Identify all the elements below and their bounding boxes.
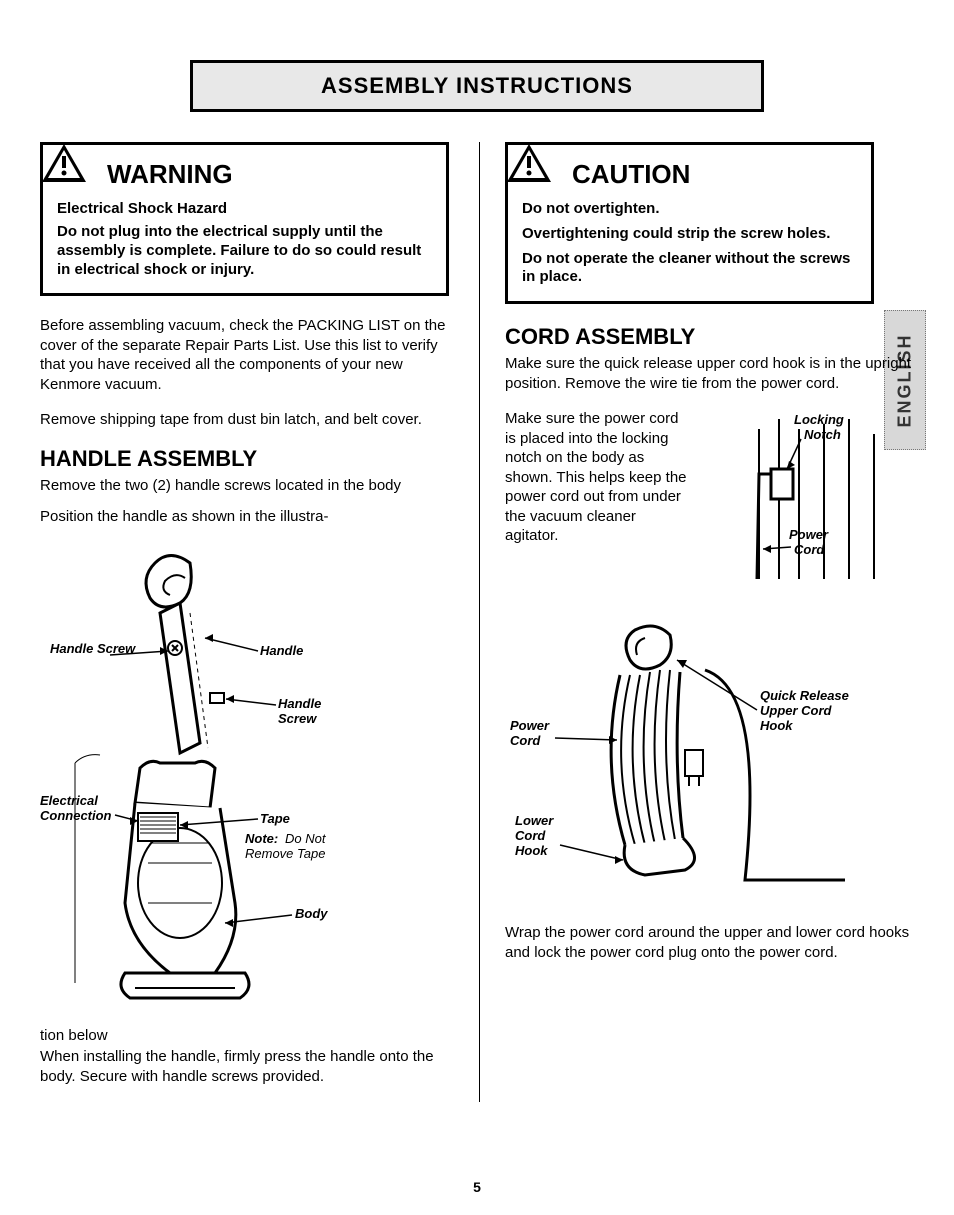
left-para-2: Remove shipping tape from dust bin latch… xyxy=(40,410,449,430)
svg-text:Do Not: Do Not xyxy=(285,831,327,846)
svg-text:Hook: Hook xyxy=(515,843,548,858)
svg-text:Handle: Handle xyxy=(278,696,321,711)
warning-box: WARNING Electrical Shock Hazard Do not p… xyxy=(40,142,449,296)
right-para-1: Make sure the quick release upper cord h… xyxy=(505,354,914,393)
page-header-title: ASSEMBLY INSTRUCTIONS xyxy=(321,73,633,98)
caution-triangle-icon xyxy=(505,142,553,184)
right-para-3: Wrap the power cord around the upper and… xyxy=(505,923,914,962)
caution-line1: Do not overtighten. xyxy=(522,200,857,219)
left-para-6: When installing the handle, firmly press… xyxy=(40,1047,449,1086)
left-para-1: Before assembling vacuum, check the PACK… xyxy=(40,316,449,394)
fig1-body: Body xyxy=(295,906,328,921)
page-header: ASSEMBLY INSTRUCTIONS xyxy=(190,60,764,112)
fig1-handle: Handle xyxy=(260,643,303,658)
cord-assembly-heading: CORD ASSEMBLY xyxy=(505,324,914,350)
page-number: 5 xyxy=(473,1179,481,1195)
svg-text:Cord: Cord xyxy=(510,733,541,748)
left-para-4: Position the handle as shown in the illu… xyxy=(40,507,449,527)
caution-title: CAUTION xyxy=(572,159,857,190)
caution-line3: Do not operate the cleaner without the s… xyxy=(522,250,857,288)
caution-line2: Overtightening could strip the screw hol… xyxy=(522,225,857,244)
svg-text:Note:: Note: xyxy=(245,831,278,846)
fig1-tape: Tape xyxy=(260,811,290,826)
warning-triangle-icon xyxy=(40,142,88,184)
svg-text:Upper Cord: Upper Cord xyxy=(760,703,833,718)
handle-assembly-svg: Handle Screw Handle Handle Screw Electri… xyxy=(40,543,400,1003)
handle-assembly-heading: HANDLE ASSEMBLY xyxy=(40,446,449,472)
svg-text:Screw: Screw xyxy=(278,711,317,726)
left-column: WARNING Electrical Shock Hazard Do not p… xyxy=(40,142,449,1102)
svg-text:Quick Release: Quick Release xyxy=(760,688,849,703)
left-para-5: tion below xyxy=(40,1026,449,1046)
svg-text:Power: Power xyxy=(510,718,550,733)
svg-text:Cord: Cord xyxy=(515,828,546,843)
warning-subtitle: Electrical Shock Hazard xyxy=(57,200,432,217)
svg-text:Cord: Cord xyxy=(794,542,825,557)
right-column: CAUTION Do not overtighten. Overtighteni… xyxy=(479,142,914,1102)
right-para-2: Make sure the power cord is placed into … xyxy=(505,409,689,594)
caution-box: CAUTION Do not overtighten. Overtighteni… xyxy=(505,142,874,304)
svg-text:Power: Power xyxy=(789,527,829,542)
cord-notch-row: Make sure the power cord is placed into … xyxy=(505,409,914,594)
warning-body: Do not plug into the electrical supply u… xyxy=(57,223,432,279)
svg-text:Lower: Lower xyxy=(515,813,554,828)
handle-assembly-figure: Handle Screw Handle Handle Screw Electri… xyxy=(40,543,449,1008)
warning-title: WARNING xyxy=(107,159,432,190)
cord-wrap-figure: Power Cord Lower Cord Hook Quick Release… xyxy=(505,610,914,905)
svg-text:Locking: Locking xyxy=(794,412,844,427)
left-para-3: Remove the two (2) handle screws located… xyxy=(40,476,449,496)
svg-text:Connection: Connection xyxy=(40,808,112,823)
content-columns: WARNING Electrical Shock Hazard Do not p… xyxy=(40,142,914,1102)
svg-text:Remove Tape: Remove Tape xyxy=(245,846,325,861)
svg-text:Electrical: Electrical xyxy=(40,793,98,808)
svg-text:Notch: Notch xyxy=(804,427,841,442)
svg-text:Hook: Hook xyxy=(760,718,793,733)
locking-notch-figure: Locking Notch Power Cord xyxy=(699,409,899,594)
